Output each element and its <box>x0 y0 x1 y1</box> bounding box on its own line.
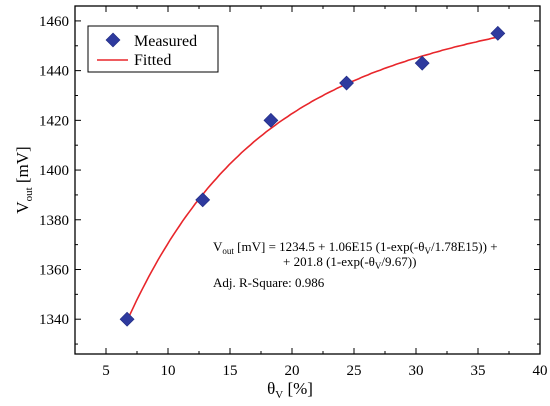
x-tick-label: 40 <box>533 363 548 379</box>
y-tick-label: 1420 <box>39 113 69 129</box>
fit-equation-line-2: + 201.8 (1-exp(-θV/9.67)) <box>283 254 416 271</box>
fitted-curve-group <box>126 36 498 322</box>
x-axis-title: θV [%] <box>267 379 313 401</box>
measured-point <box>490 25 506 41</box>
measured-points-group <box>119 25 506 327</box>
fit-annotation: Vout [mV] = 1234.5 + 1.06E15 (1-exp(-θV/… <box>213 239 498 290</box>
legend-marker-measured <box>105 32 121 48</box>
measured-point <box>414 55 430 71</box>
x-tick-label: 25 <box>347 363 362 379</box>
x-tick-label: 5 <box>102 363 110 379</box>
fit-equation-line-1: Vout [mV] = 1234.5 + 1.06E15 (1-exp(-θV/… <box>213 239 498 256</box>
plot-frame <box>74 5 541 355</box>
y-tick-label: 1340 <box>39 312 69 328</box>
measured-point <box>339 75 354 91</box>
legend-label-fitted: Fitted <box>134 52 171 69</box>
x-tick-label: 30 <box>409 363 424 379</box>
axis-ticks: 5 10 15 20 25 30 35 40 1340 1360 1380 1400 1420 1440 1… <box>39 6 548 379</box>
y-tick-label: 1360 <box>39 262 69 278</box>
x-tick-label: 35 <box>471 363 486 379</box>
y-tick-label: 1380 <box>39 213 69 229</box>
legend: Measured Fitted <box>87 25 219 73</box>
y-tick-label: 1460 <box>39 14 69 30</box>
x-tick-label: 10 <box>161 363 176 379</box>
fitted-curve <box>126 36 498 322</box>
measured-point <box>119 311 135 327</box>
x-tick-label: 20 <box>285 363 300 379</box>
y-axis-title: Vout [mV] <box>13 146 35 213</box>
fit-r-square: Adj. R-Square: 0.986 <box>213 275 325 290</box>
x-tick-label: 15 <box>223 363 238 379</box>
y-tick-label: 1440 <box>39 64 69 80</box>
measured-point <box>263 112 279 128</box>
y-tick-label: 1400 <box>39 163 69 179</box>
legend-box <box>87 25 219 73</box>
measured-point <box>195 192 211 208</box>
legend-label-measured: Measured <box>134 33 197 50</box>
